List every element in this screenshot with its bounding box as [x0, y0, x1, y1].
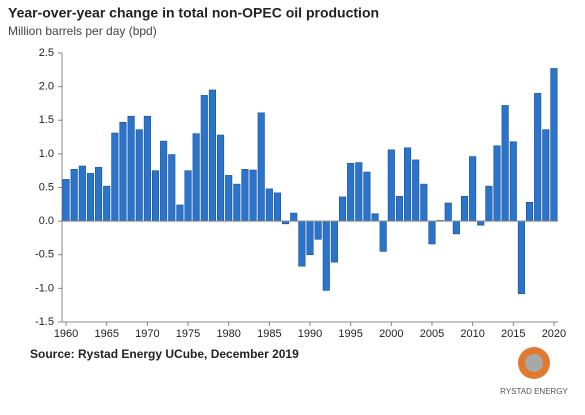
bar — [387, 149, 395, 222]
bar — [257, 112, 265, 222]
bar — [135, 129, 143, 222]
bar — [176, 204, 184, 222]
bar — [363, 171, 371, 222]
y-tick-label: 2.5 — [39, 47, 54, 59]
logo-icon-inner — [525, 354, 543, 372]
bar — [241, 169, 249, 222]
bar — [273, 192, 282, 222]
x-tick-label: 1965 — [94, 328, 118, 340]
bar — [95, 167, 103, 222]
y-tick-label: 1.0 — [39, 148, 54, 160]
bar — [200, 95, 208, 222]
bar — [347, 162, 355, 222]
bar — [70, 169, 78, 222]
x-tick-label: 1960 — [54, 328, 78, 340]
bar — [404, 147, 412, 222]
y-tick-label: 0.0 — [39, 215, 54, 227]
bar — [119, 121, 127, 222]
bar — [338, 196, 347, 222]
bar — [395, 195, 403, 222]
bar — [371, 213, 379, 222]
bar — [290, 212, 298, 222]
bar — [86, 173, 95, 222]
y-tick-label: 1.5 — [39, 114, 54, 126]
bar — [501, 105, 509, 222]
bar — [485, 185, 493, 222]
bar — [184, 170, 192, 222]
x-tick-label: 2010 — [460, 328, 484, 340]
bar — [355, 162, 363, 222]
logo: RYSTAD ENERGY — [500, 347, 569, 396]
bar — [306, 220, 314, 256]
bar — [428, 220, 436, 245]
bar — [477, 220, 485, 226]
bar — [249, 169, 257, 222]
bar — [493, 145, 501, 222]
bar — [217, 134, 225, 222]
x-tick-label: 1980 — [216, 328, 240, 340]
bar — [550, 68, 558, 222]
x-tick-label: 1975 — [176, 328, 200, 340]
bar — [160, 140, 168, 222]
x-tick-label: 2015 — [501, 328, 525, 340]
bar — [151, 170, 160, 222]
x-tick-label: 1985 — [257, 328, 281, 340]
bar — [225, 175, 233, 222]
bar — [534, 93, 542, 222]
bar — [168, 154, 176, 222]
bar — [111, 132, 119, 222]
bar — [208, 89, 216, 222]
bar — [542, 129, 550, 222]
bar — [460, 195, 469, 222]
source-note: Source: Rystad Energy UCube, December 20… — [30, 347, 299, 361]
x-tick-label: 2000 — [379, 328, 403, 340]
bar — [233, 183, 241, 222]
bar — [298, 220, 306, 267]
x-tick-label: 1970 — [135, 328, 159, 340]
bar — [444, 202, 452, 222]
y-tick-label: 2.0 — [39, 81, 54, 93]
bar — [509, 141, 517, 222]
x-tick-label: 2020 — [542, 328, 566, 340]
y-tick-label: -1.5 — [35, 316, 54, 328]
bar — [517, 220, 525, 295]
y-tick-label: 0.5 — [39, 181, 54, 193]
bar — [127, 115, 135, 222]
logo-text: RYSTAD ENERGY — [500, 387, 568, 396]
bar — [420, 183, 428, 222]
bar — [78, 165, 86, 222]
y-tick-label: -0.5 — [35, 249, 54, 261]
bar — [265, 188, 273, 222]
bar — [143, 115, 151, 222]
bar — [412, 159, 420, 222]
x-tick-label: 2005 — [420, 328, 444, 340]
bar — [62, 179, 70, 222]
bar — [192, 133, 200, 222]
bar — [330, 220, 338, 263]
bar — [452, 220, 460, 235]
bar — [469, 156, 477, 222]
bar — [103, 185, 111, 222]
chart-subtitle: Million barrels per day (bpd) — [8, 24, 157, 38]
chart-title: Year-over-year change in total non-OPEC … — [8, 5, 379, 21]
x-tick-label: 1990 — [298, 328, 322, 340]
x-tick-label: 1995 — [338, 328, 362, 340]
bar — [322, 220, 330, 291]
y-tick-label: -1.0 — [35, 282, 54, 294]
bar — [379, 220, 387, 252]
bar — [525, 201, 534, 222]
bar — [314, 220, 322, 240]
